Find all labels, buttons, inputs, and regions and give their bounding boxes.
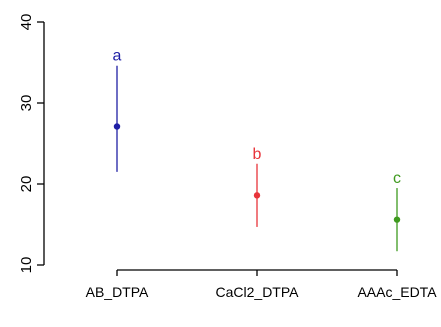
x-axis: AB_DTPA CaCl2_DTPA AAAc_EDTA <box>86 269 437 300</box>
mean-point <box>393 216 401 223</box>
x-tick-label: CaCl2_DTPA <box>216 284 300 300</box>
y-tick-label: 10 <box>18 257 35 274</box>
group-label: b <box>253 146 262 163</box>
mean-point <box>113 123 121 130</box>
y-tick-label: 40 <box>18 14 35 31</box>
y-tick-label: 30 <box>18 95 35 112</box>
mean-point <box>253 192 261 199</box>
group-label: a <box>113 48 122 65</box>
data-series: a b c <box>113 48 401 252</box>
x-tick-label: AAAc_EDTA <box>357 284 437 300</box>
y-axis: 10 20 30 40 <box>18 14 45 274</box>
y-tick-label: 20 <box>18 176 35 193</box>
x-tick-label: AB_DTPA <box>86 284 149 300</box>
group-label: c <box>393 170 401 187</box>
